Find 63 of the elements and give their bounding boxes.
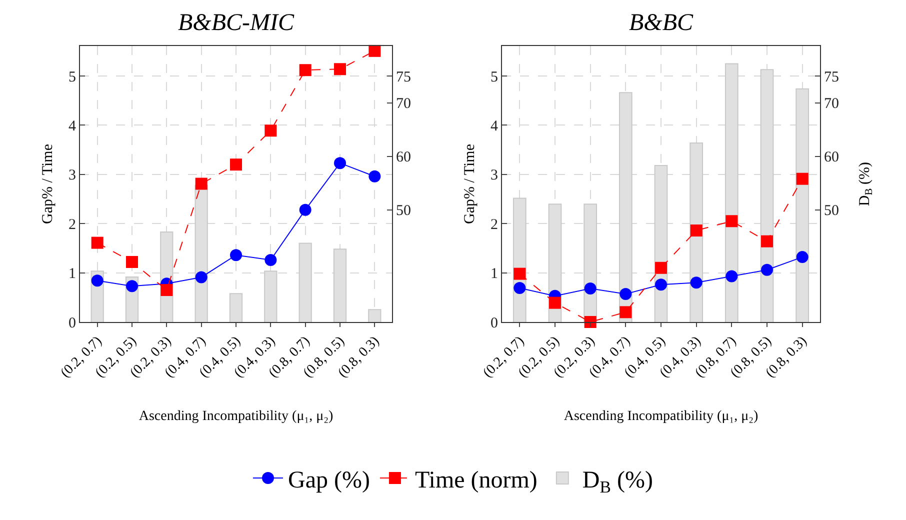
point xyxy=(549,296,561,309)
y-tick-label: 5 xyxy=(490,69,498,86)
chart-title: B&BC xyxy=(629,10,694,36)
legend-label: Gap (%) xyxy=(288,467,370,494)
y-tick-label: 1 xyxy=(68,266,76,282)
point xyxy=(620,288,632,300)
point xyxy=(514,268,526,280)
y2-tick-label: 50 xyxy=(396,203,411,220)
point xyxy=(264,124,277,137)
x-axis-title: Ascending Incompatibility (μ₁, μ₂) xyxy=(138,409,334,424)
point xyxy=(584,316,596,328)
y-tick-label: 3 xyxy=(68,168,76,184)
y-tick-label: 0 xyxy=(490,315,498,332)
point xyxy=(126,256,138,268)
point xyxy=(160,284,173,296)
point xyxy=(334,63,346,76)
y2-tick-label: 75 xyxy=(396,69,411,86)
chart-title: B&BC-MIC xyxy=(178,10,295,36)
y-tick-label: 4 xyxy=(68,118,76,134)
x-axis-title: Ascending Incompatibility (μ₁, μ₂) xyxy=(564,409,758,424)
y-tick-label: 1 xyxy=(490,266,498,282)
y2-tick-label: 75 xyxy=(824,69,839,86)
point xyxy=(368,170,381,182)
point xyxy=(726,215,738,228)
point xyxy=(334,157,346,170)
point xyxy=(368,44,381,57)
point xyxy=(91,274,104,287)
point xyxy=(620,306,632,318)
y-tick-label: 2 xyxy=(490,216,498,233)
point xyxy=(299,64,312,76)
y-tick-label: 2 xyxy=(68,216,76,233)
point xyxy=(690,276,702,289)
point xyxy=(726,270,738,282)
point xyxy=(264,254,277,266)
y2-tick-label: 60 xyxy=(824,150,839,166)
legend-label: D$_{B}$ (%) xyxy=(582,467,653,496)
point xyxy=(299,204,312,216)
point xyxy=(761,235,773,248)
point xyxy=(126,280,138,292)
y-axis-title: Gap% / Time xyxy=(40,144,56,224)
point xyxy=(690,224,702,236)
y2-tick-label: 60 xyxy=(396,150,411,166)
y-tick-label: 3 xyxy=(490,168,498,184)
point xyxy=(655,278,667,291)
point xyxy=(230,158,242,171)
point xyxy=(514,282,526,294)
y2-tick-label: 70 xyxy=(396,96,411,112)
y-tick-label: 4 xyxy=(490,118,498,134)
point xyxy=(91,236,104,249)
y2-tick-label: 50 xyxy=(824,203,839,220)
point xyxy=(195,178,208,190)
y-axis-title: Gap% / Time xyxy=(462,144,478,224)
point xyxy=(655,262,667,274)
point xyxy=(796,172,808,185)
point xyxy=(761,264,773,276)
y2-tick-label: 70 xyxy=(824,96,839,112)
y-tick-label: 5 xyxy=(68,69,76,86)
y-tick-label: 0 xyxy=(68,315,76,332)
point xyxy=(584,282,596,295)
legend-label: Time (norm) xyxy=(414,467,538,494)
point xyxy=(796,251,808,264)
point xyxy=(195,271,208,284)
point xyxy=(230,249,242,262)
